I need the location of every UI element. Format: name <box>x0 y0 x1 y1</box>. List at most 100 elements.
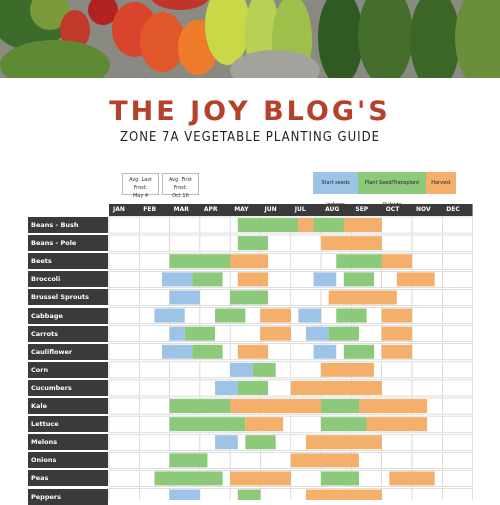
page-subtitle: ZONE 7A VEGETABLE PLANTING GUIDE <box>119 130 380 145</box>
bar-indoor <box>313 344 337 359</box>
bar-harvest <box>245 417 284 432</box>
grid-cell <box>260 451 292 469</box>
crop-label: Beets <box>28 253 108 270</box>
bar-outdoor <box>237 218 261 233</box>
grid-cell <box>381 488 413 500</box>
grid-cell <box>108 270 140 288</box>
bar-outdoor <box>154 471 223 486</box>
bar-outdoor <box>237 489 261 500</box>
bar-harvest <box>230 471 291 486</box>
bar-outdoor <box>336 254 382 269</box>
first-frost-label: Avg. First Frost: <box>169 177 192 191</box>
bar-harvest <box>290 453 359 468</box>
bar-harvest <box>237 344 269 359</box>
grid-cell <box>381 451 413 469</box>
crop-label: Cauliflower <box>28 343 108 360</box>
grid-cell <box>441 470 473 487</box>
month-label-jun: JUN <box>264 206 277 213</box>
bar-harvest <box>305 435 382 450</box>
grid-cell <box>290 234 322 252</box>
page-title: THE JOY BLOG'S <box>109 96 391 127</box>
crop-label: Beans - Bush <box>28 217 108 233</box>
legend-harvest: Harvest <box>426 172 456 194</box>
grid-cell <box>169 234 201 252</box>
bar-outdoor <box>237 380 269 395</box>
grid-cell <box>441 325 473 343</box>
bar-indoor <box>169 326 185 341</box>
grid-cell <box>411 379 443 397</box>
crop-label: Lettuce <box>28 416 108 433</box>
grid-cell <box>108 343 140 361</box>
grid-cell <box>290 289 322 306</box>
crop-label: Cabbage <box>28 307 108 324</box>
grid-cell <box>108 307 140 324</box>
bar-indoor <box>215 380 238 395</box>
crop-label: Cucumbers <box>28 379 108 396</box>
grid-cell <box>441 415 473 433</box>
month-label-dec: DEC <box>446 206 460 213</box>
bar-harvest <box>381 344 412 359</box>
bar-harvest <box>389 471 435 486</box>
bar-harvest <box>396 272 435 287</box>
grid-cell <box>108 433 140 451</box>
bar-outdoor <box>169 453 208 468</box>
grid-cell <box>139 488 170 500</box>
grid-cell <box>441 216 473 234</box>
bar-indoor <box>230 362 253 377</box>
grid-cell <box>199 234 231 252</box>
grid-cell <box>108 361 140 379</box>
grid-cell <box>290 415 322 433</box>
bar-outdoor <box>230 290 269 305</box>
bar-outdoor <box>192 272 223 287</box>
grid-cell <box>108 397 140 415</box>
bar-indoor <box>162 272 193 287</box>
grid-cell <box>229 325 261 343</box>
grid-cell <box>441 307 473 324</box>
grid-cell <box>441 270 473 288</box>
bar-outdoor <box>343 272 375 287</box>
bar-harvest <box>260 308 291 323</box>
grid-cell <box>229 451 261 469</box>
month-label-sep: SEP <box>355 206 369 213</box>
grid-cell <box>441 234 473 252</box>
bar-outdoor <box>321 417 367 432</box>
last-frost-label: Avg. Last Frost: <box>129 177 152 191</box>
grid-cell <box>441 488 473 500</box>
first-frost-date: Oct 16 <box>172 193 189 199</box>
bar-harvest <box>237 272 269 287</box>
bar-harvest <box>290 380 382 395</box>
grid-cell <box>411 216 443 234</box>
bar-outdoor <box>215 308 246 323</box>
grid-cell <box>139 289 170 306</box>
grid-cell <box>411 451 443 469</box>
bar-harvest <box>381 326 412 341</box>
last-frost-box: Avg. Last Frost: May 4 <box>122 173 159 199</box>
month-label-nov: NOV <box>416 206 431 213</box>
bar-harvest <box>366 417 428 432</box>
grid-cell <box>169 216 201 234</box>
crop-label: Kale <box>28 398 108 414</box>
bar-outdoor <box>184 326 216 341</box>
bar-indoor <box>162 344 193 359</box>
bar-harvest <box>321 236 382 251</box>
grid-cell <box>108 415 140 433</box>
bar-outdoor <box>237 236 269 251</box>
bar-indoor <box>305 326 329 341</box>
grid-cell <box>139 397 170 415</box>
month-label-may: MAY <box>234 206 249 213</box>
bar-harvest <box>305 489 382 500</box>
grid-cell <box>381 216 413 234</box>
first-frost-box: Avg. First Frost: Oct 16 <box>162 173 199 199</box>
grid-cell <box>139 325 170 343</box>
grid-cell <box>290 252 322 270</box>
grid-cell <box>108 379 140 397</box>
bar-outdoor <box>328 326 359 341</box>
grid-cell <box>441 433 473 451</box>
grid-cell <box>139 433 170 451</box>
grid-cell <box>290 470 322 487</box>
month-label-oct: OCT <box>385 206 400 213</box>
crop-label: Corn <box>28 361 108 378</box>
bar-indoor <box>154 308 185 323</box>
grid-cell <box>199 216 231 234</box>
